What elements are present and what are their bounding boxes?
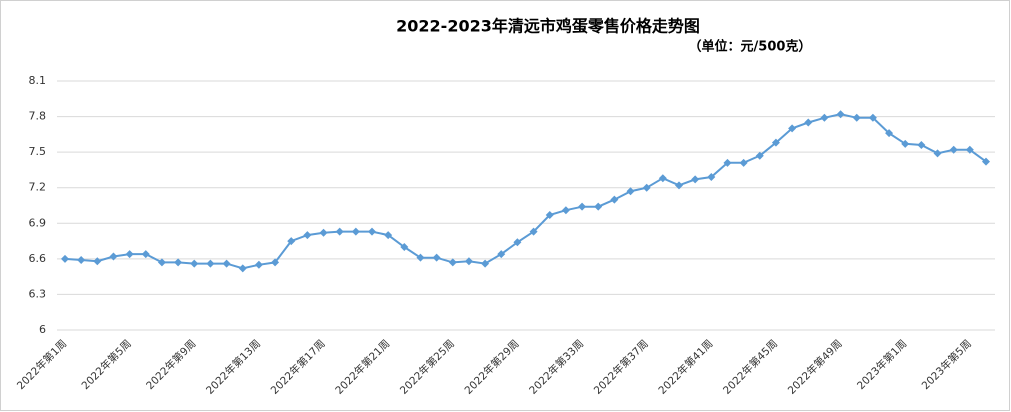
marker [658,174,667,183]
y-tick-label: 8.1 [29,74,47,87]
marker [109,252,118,261]
y-tick-label: 6 [39,323,46,336]
marker [804,118,813,127]
marker [917,141,926,150]
y-tick-label: 7.8 [29,110,47,123]
chart-subtitle: （单位：元/500克） [689,39,812,55]
marker [141,250,150,259]
marker [755,151,764,160]
marker [174,258,183,267]
marker [788,124,797,133]
marker [190,259,199,268]
marker [982,157,990,166]
marker [222,259,231,268]
marker [351,227,360,236]
marker [368,227,376,236]
y-tick-label: 7.5 [29,145,47,158]
marker [93,257,102,266]
marker [432,253,441,262]
marker [820,113,829,122]
marker [836,110,845,119]
marker [400,243,409,251]
marker [125,250,134,259]
y-tick-label: 6.9 [29,216,47,229]
marker [675,181,683,190]
marker [578,202,587,211]
marker [303,231,312,240]
marker [642,183,651,192]
marker [254,260,263,269]
marker [497,250,506,259]
marker [771,138,780,147]
marker [933,149,942,158]
marker [626,187,635,196]
marker [594,202,603,211]
marker [416,253,425,262]
line [64,113,987,270]
marker [723,158,732,167]
marker [965,145,974,154]
marker [707,173,716,182]
marker [949,145,958,154]
marker [238,264,247,273]
marker [561,206,570,215]
chart-title: 2022-2023年清远市鸡蛋零售价格走势图 [396,17,700,36]
marker [545,210,554,219]
marker [481,259,490,268]
marker [77,256,86,265]
marker [885,129,894,138]
marker [335,227,344,236]
marker [157,258,166,267]
marker [529,227,538,236]
y-tick-label: 6.6 [29,252,47,265]
marker [464,257,473,266]
y-tick-label: 7.2 [29,181,47,194]
marker [384,231,393,240]
marker [287,237,296,246]
marker [206,259,215,268]
marker [61,254,69,263]
marker [852,113,861,122]
marker [901,139,910,148]
marker [448,258,457,267]
marker [868,113,877,122]
marker [513,238,522,247]
marker [610,195,619,204]
marker [319,228,328,237]
marker [739,158,748,167]
marker [691,175,700,184]
marker [271,258,280,267]
y-tick-label: 6.3 [29,287,47,300]
